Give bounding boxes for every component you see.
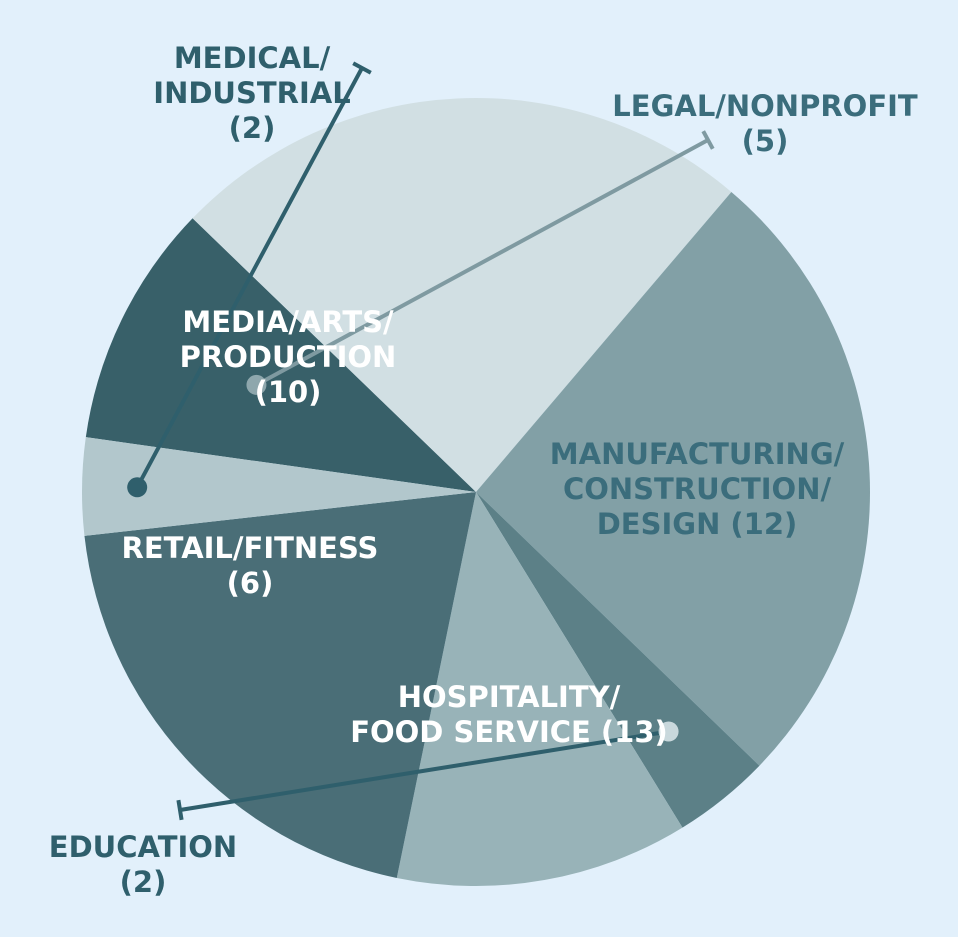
leader-cap-legal-nonprofit [701,130,715,150]
leader-cap-medical [352,61,372,75]
label-line: (2) [120,865,167,899]
leader-dot-legal-nonprofit [246,374,267,395]
label-line: INDUSTRIAL [153,76,350,110]
leader-lines [127,61,715,821]
slice-medical [82,437,476,536]
label-legal-nonprofit: LEGAL/NONPROFIT (5) [612,89,918,158]
label-line: MANUFACTURING/ [550,437,845,471]
label-line: (5) [742,124,789,158]
label-line: RETAIL/FITNESS [122,531,379,565]
slice-hospitality [476,191,871,766]
slice-labels: LEGAL/NONPROFIT (5) MANUFACTURING/CONSTRUC… [49,41,918,899]
slice-retail-fitness [396,492,683,886]
label-media-arts: MEDIA/ARTS/PRODUCTION (10) [180,305,397,409]
leader-line-education [179,729,669,812]
label-hospitality: HOSPITALITY/FOOD SERVICE (13) [350,680,668,749]
slice-manufacturing [192,97,732,493]
label-line: (2) [229,111,276,145]
leader-dot-medical [127,477,148,498]
label-manufacturing: MANUFACTURING/CONSTRUCTION/DESIGN (12) [550,437,845,541]
label-line: HOSPITALITY/ [398,680,621,714]
label-line: (10) [255,375,322,409]
leader-line-medical [135,67,364,489]
leader-line-legal-nonprofit [255,138,709,387]
slice-education [476,492,760,828]
label-line: MEDIA/ARTS/ [182,305,394,339]
label-medical: MEDICAL/INDUSTRIAL (2) [153,41,350,145]
slice-legal-nonprofit [85,218,476,493]
leader-dot-education [658,721,679,742]
label-retail-fitness: RETAIL/FITNESS (6) [122,531,379,600]
label-line: MEDICAL/ [174,41,331,75]
label-line: DESIGN (12) [597,507,798,541]
label-line: CONSTRUCTION/ [563,472,832,506]
label-line: FOOD SERVICE (13) [350,715,668,749]
leader-cap-education [176,799,184,821]
slice-media-arts [84,492,477,878]
label-line: PRODUCTION [180,340,397,374]
label-line: LEGAL/NONPROFIT [612,89,918,123]
label-education: EDUCATION (2) [49,830,237,899]
label-line: (6) [227,566,274,600]
label-line: EDUCATION [49,830,237,864]
pie-slices [82,97,871,886]
